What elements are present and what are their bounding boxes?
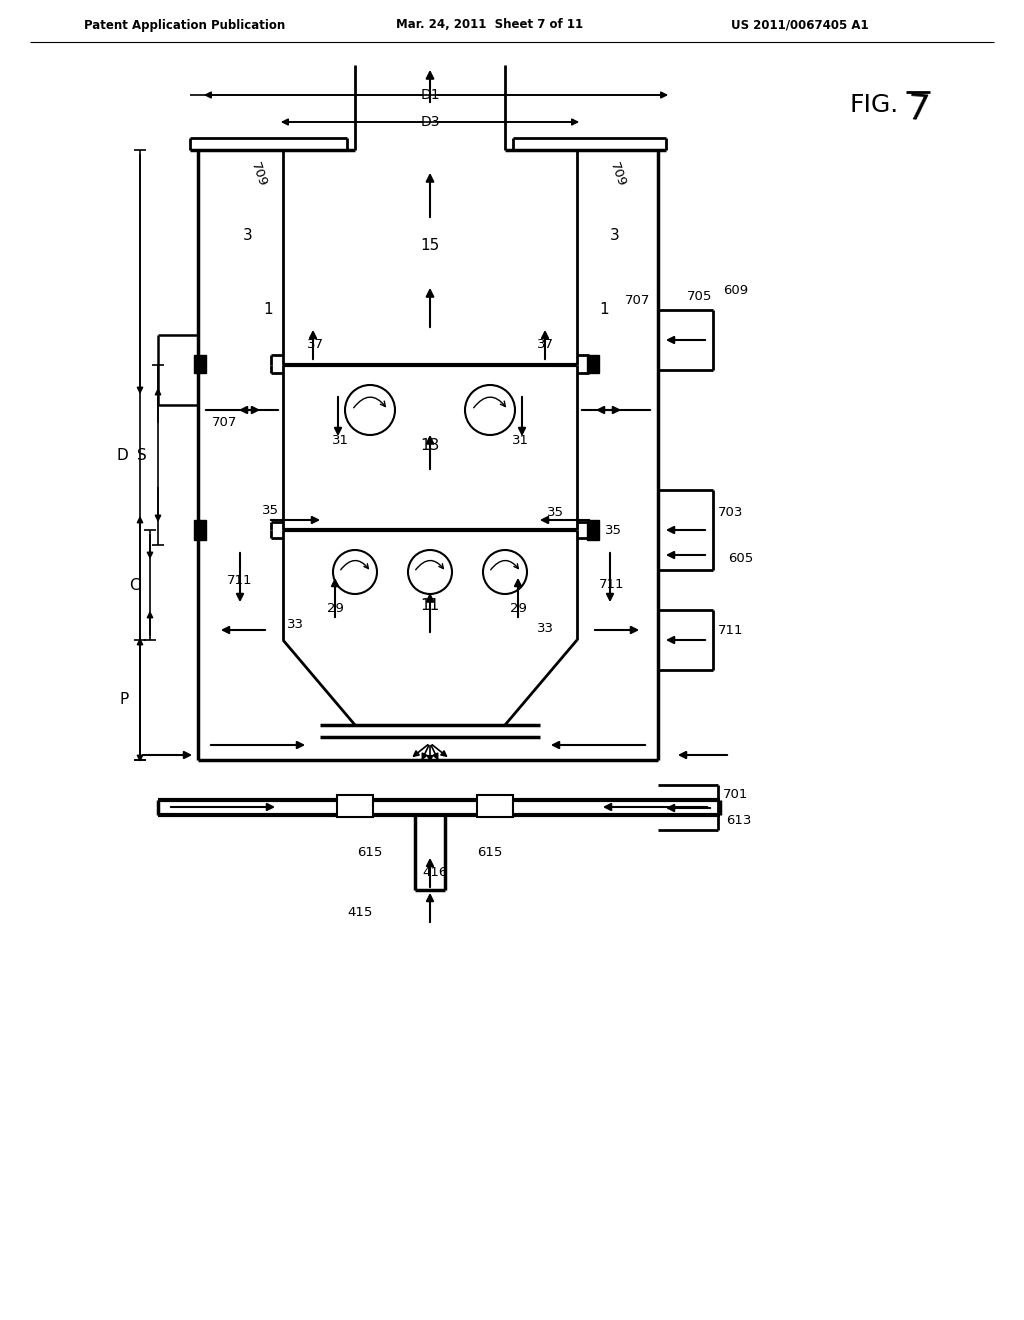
Text: 37: 37 <box>306 338 324 351</box>
Text: 711: 711 <box>227 573 253 586</box>
Text: 613: 613 <box>726 813 752 826</box>
Text: 37: 37 <box>537 338 554 351</box>
Text: 35: 35 <box>604 524 622 536</box>
Text: 709: 709 <box>248 161 268 189</box>
Text: 703: 703 <box>718 506 743 519</box>
Text: US 2011/0067405 A1: US 2011/0067405 A1 <box>731 18 868 32</box>
Text: 711: 711 <box>718 623 743 636</box>
Text: C: C <box>129 578 139 593</box>
Text: 415: 415 <box>347 906 373 919</box>
Text: 31: 31 <box>512 433 528 446</box>
Text: FIG.: FIG. <box>850 92 899 117</box>
Text: 33: 33 <box>537 622 554 635</box>
Text: 711: 711 <box>599 578 625 591</box>
Text: 707: 707 <box>212 417 238 429</box>
Text: 33: 33 <box>287 619 303 631</box>
Text: 615: 615 <box>357 846 383 858</box>
Bar <box>194 355 206 374</box>
Text: 709: 709 <box>606 161 628 189</box>
Text: D1: D1 <box>420 88 440 102</box>
Text: 615: 615 <box>477 846 503 858</box>
Text: 31: 31 <box>332 433 348 446</box>
Text: 3: 3 <box>243 227 253 243</box>
Text: 13: 13 <box>420 437 439 453</box>
Bar <box>477 795 513 817</box>
Text: 7: 7 <box>905 92 931 128</box>
Text: 1: 1 <box>599 302 609 318</box>
Bar <box>194 520 206 540</box>
Text: 705: 705 <box>687 290 713 304</box>
Text: 609: 609 <box>723 284 749 297</box>
Text: 11: 11 <box>421 598 439 612</box>
Text: Patent Application Publication: Patent Application Publication <box>84 18 286 32</box>
Text: 1: 1 <box>263 302 272 318</box>
Text: 15: 15 <box>421 238 439 252</box>
Bar <box>337 795 373 817</box>
Text: 605: 605 <box>728 552 754 565</box>
Text: 707: 707 <box>626 293 650 306</box>
Bar <box>587 520 599 540</box>
Text: 35: 35 <box>547 506 563 519</box>
Text: 35: 35 <box>261 503 279 516</box>
Text: Mar. 24, 2011  Sheet 7 of 11: Mar. 24, 2011 Sheet 7 of 11 <box>396 18 584 32</box>
Text: 29: 29 <box>510 602 526 615</box>
Text: P: P <box>120 693 129 708</box>
Text: S: S <box>137 447 146 462</box>
Text: D: D <box>116 447 128 462</box>
Text: 701: 701 <box>723 788 749 801</box>
Text: D3: D3 <box>420 115 439 129</box>
Text: 3: 3 <box>610 227 620 243</box>
Bar <box>587 355 599 374</box>
Text: 416: 416 <box>422 866 447 879</box>
Text: 29: 29 <box>327 602 343 615</box>
